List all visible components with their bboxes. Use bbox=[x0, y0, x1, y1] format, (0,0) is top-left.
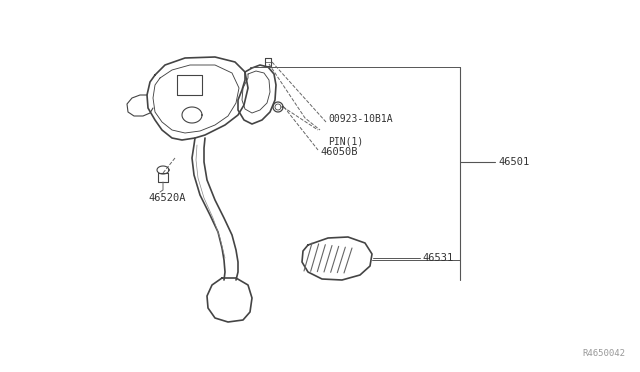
Text: 46050B: 46050B bbox=[320, 147, 358, 157]
Text: PIN(1): PIN(1) bbox=[328, 136, 364, 146]
Text: 46501: 46501 bbox=[498, 157, 529, 167]
Text: 00923-10B1A: 00923-10B1A bbox=[328, 114, 392, 124]
Text: R4650042: R4650042 bbox=[582, 349, 625, 358]
Text: 46520A: 46520A bbox=[148, 193, 186, 203]
Text: 46531: 46531 bbox=[422, 253, 453, 263]
